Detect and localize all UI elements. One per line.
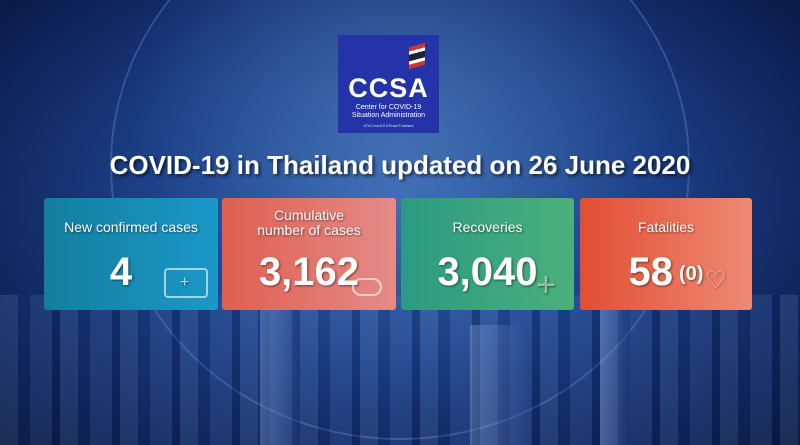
medical-kit-icon: + [164, 268, 208, 298]
new-cases-card: New confirmed cases 4 + [44, 198, 218, 310]
cumulative-cases-card: Cumulative number of cases 3,162 [222, 198, 396, 310]
card-label-line2: number of cases [257, 222, 361, 238]
building [470, 325, 530, 445]
city-skyline [0, 295, 800, 445]
fatalities-today: (0) [679, 262, 704, 285]
card-label: New confirmed cases [64, 219, 198, 235]
building [260, 305, 300, 445]
cloud-icon [352, 278, 382, 296]
recoveries-card: Recoveries 3,040 + [401, 198, 574, 310]
heart-hand-icon: ♡ [705, 267, 727, 294]
logo-subtitle-line2: Situation Administration [351, 112, 426, 119]
logo-subtitle: Center for COVID-19 Situation Administra… [338, 104, 439, 120]
card-value: 3,040 [437, 250, 538, 294]
card-label: Cumulative number of cases [222, 208, 396, 238]
page-title: COVID-19 in Thailand updated on 26 June … [109, 150, 691, 180]
card-value: 3,162 [258, 250, 360, 294]
logo-name: CCSA [348, 73, 429, 103]
card-value: 58 (0) [580, 250, 752, 295]
card-label-line1: Cumulative [273, 207, 345, 223]
building [600, 285, 630, 445]
card-value: 4 [109, 250, 133, 294]
logo-hashtags: #ThCovid19 #TeamThailand [363, 123, 414, 128]
card-label: Recoveries [452, 219, 523, 235]
plus-icon: + [536, 266, 556, 304]
ccsa-logo: CCSA Center for COVID-19 Situation Admin… [338, 35, 439, 133]
thai-flag-icon [409, 42, 425, 70]
card-label: Fatalities [637, 219, 695, 235]
fatalities-card: Fatalities 58 (0) ♡ [580, 198, 752, 310]
logo-subtitle-line1: Center for COVID-19 [355, 104, 422, 111]
fatalities-value: 58 [628, 250, 674, 294]
